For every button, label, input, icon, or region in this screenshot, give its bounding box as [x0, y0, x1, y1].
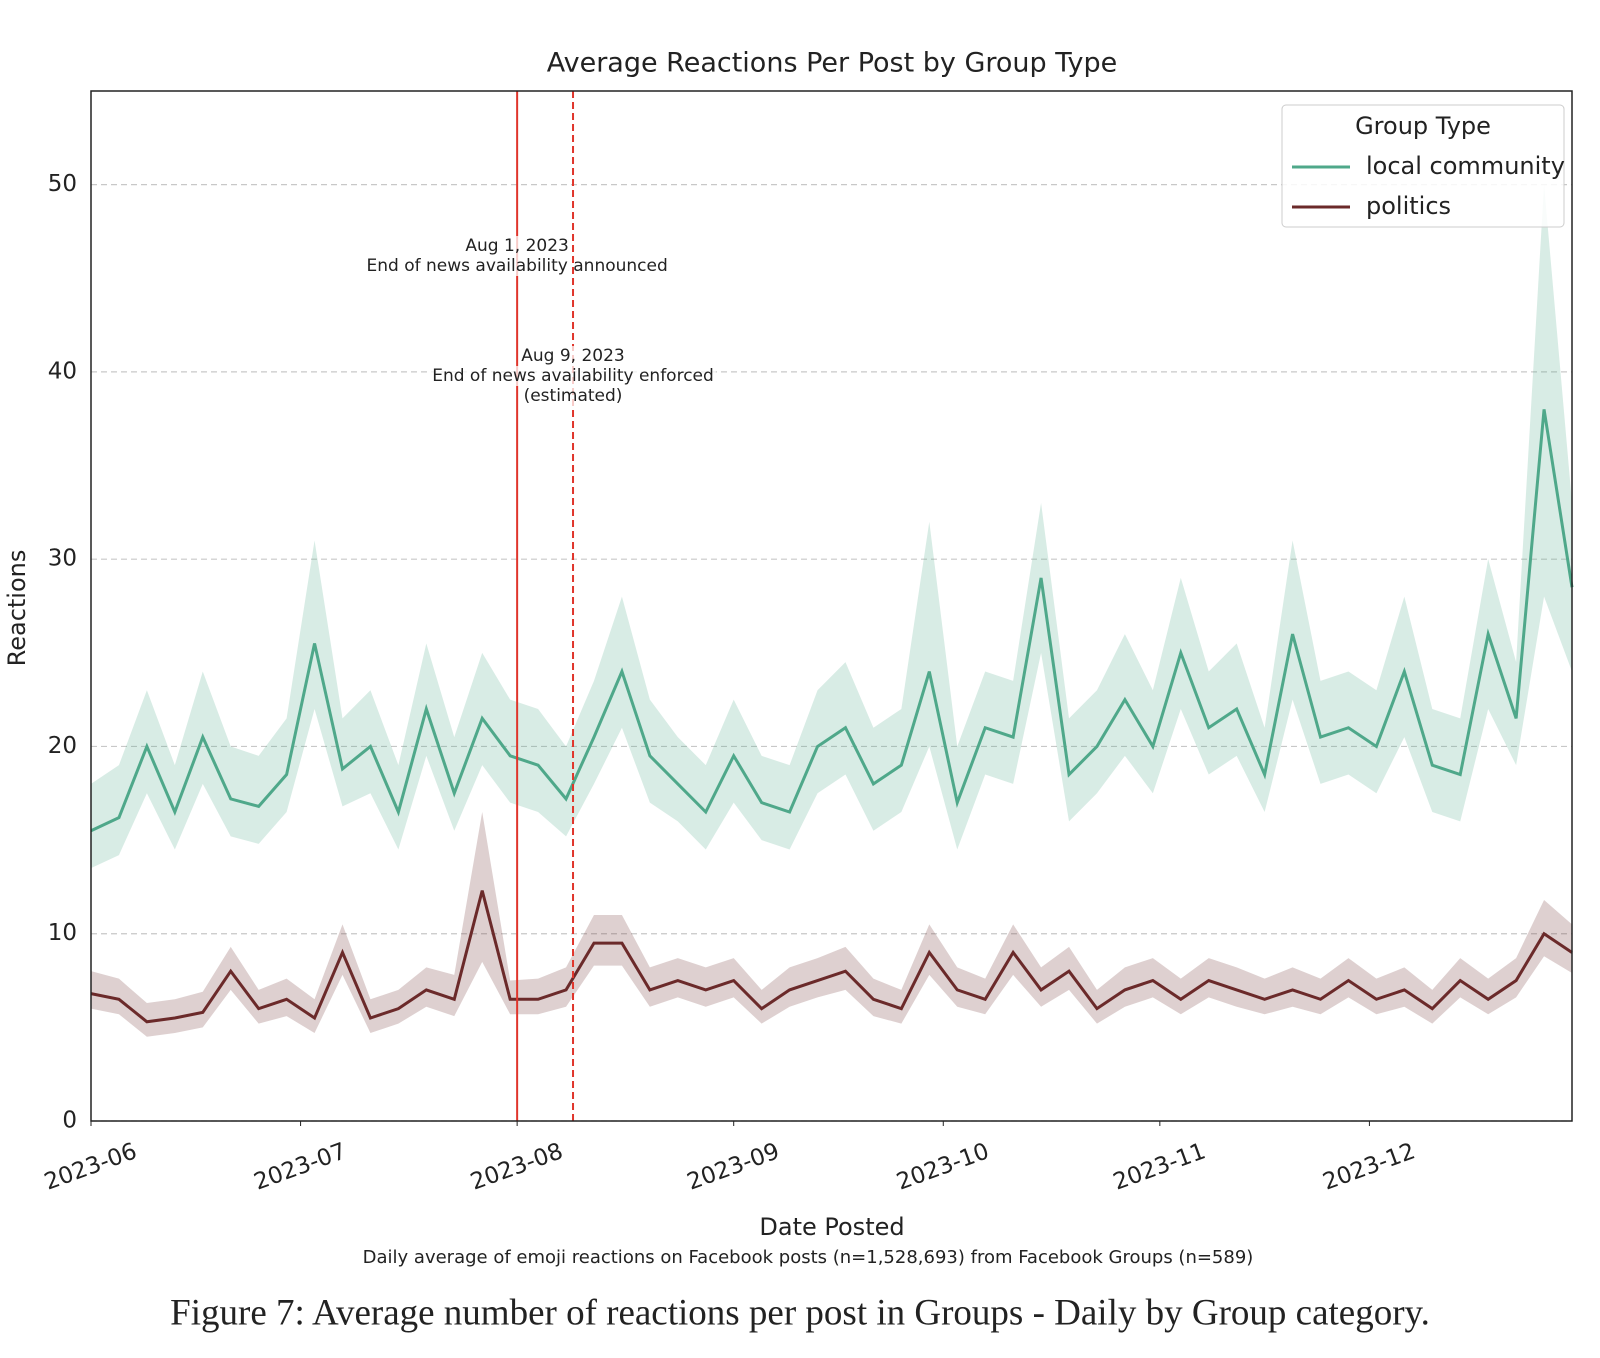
y-tick-label: 30	[48, 546, 77, 572]
note: Daily average of emoji reactions on Face…	[363, 1247, 1254, 1268]
annotation-text: End of news availability announced	[367, 256, 668, 276]
x-axis-label: Date Posted	[759, 1213, 904, 1241]
annotation-text: Aug 9, 2023	[521, 346, 625, 366]
series-line	[90, 409, 1574, 833]
x-tick-label: 2023-06	[41, 1138, 140, 1195]
x-tick-label: 2023-09	[684, 1138, 783, 1195]
legend-box	[1281, 104, 1565, 228]
annotation-text: End of news availability enforced	[432, 366, 714, 386]
legend-title: Group Type	[1355, 112, 1491, 140]
annotation-text: (estimated)	[524, 386, 623, 406]
annotation-bg	[519, 346, 627, 366]
y-tick-label: 40	[48, 358, 77, 384]
annotation-bg	[521, 386, 625, 406]
x-tick-label: 2023-08	[467, 1138, 566, 1195]
annotation-bg	[463, 236, 571, 256]
y-tick-label: 20	[48, 733, 77, 759]
x-tick-label: 2023-12	[1319, 1138, 1418, 1195]
chart-title: Average Reactions Per Post by Group Type	[547, 48, 1118, 79]
y-tick-label: 50	[48, 171, 77, 197]
confidence-band	[91, 812, 1572, 1037]
annotation-bg	[364, 256, 670, 276]
y-axis-label: Reactions	[3, 550, 31, 667]
legend: Group Type local community politics	[1281, 104, 1565, 228]
x-tick-label: 2023-07	[251, 1138, 350, 1195]
annotation-text: Aug 1, 2023	[465, 236, 569, 256]
plot-frame	[90, 90, 1573, 1122]
x-tick-label: 2023-11	[1110, 1138, 1209, 1195]
y-tick-label: 10	[48, 920, 77, 946]
legend-label: politics	[1366, 192, 1451, 220]
caption: Figure 7: Average number of reactions pe…	[170, 1292, 1430, 1333]
x-tick-label: 2023-10	[893, 1138, 992, 1195]
annotation-bg	[430, 366, 716, 386]
y-tick-label: 0	[62, 1108, 77, 1134]
legend-label: local community	[1366, 152, 1565, 180]
series-line	[90, 890, 1573, 1024]
confidence-band	[91, 184, 1572, 869]
